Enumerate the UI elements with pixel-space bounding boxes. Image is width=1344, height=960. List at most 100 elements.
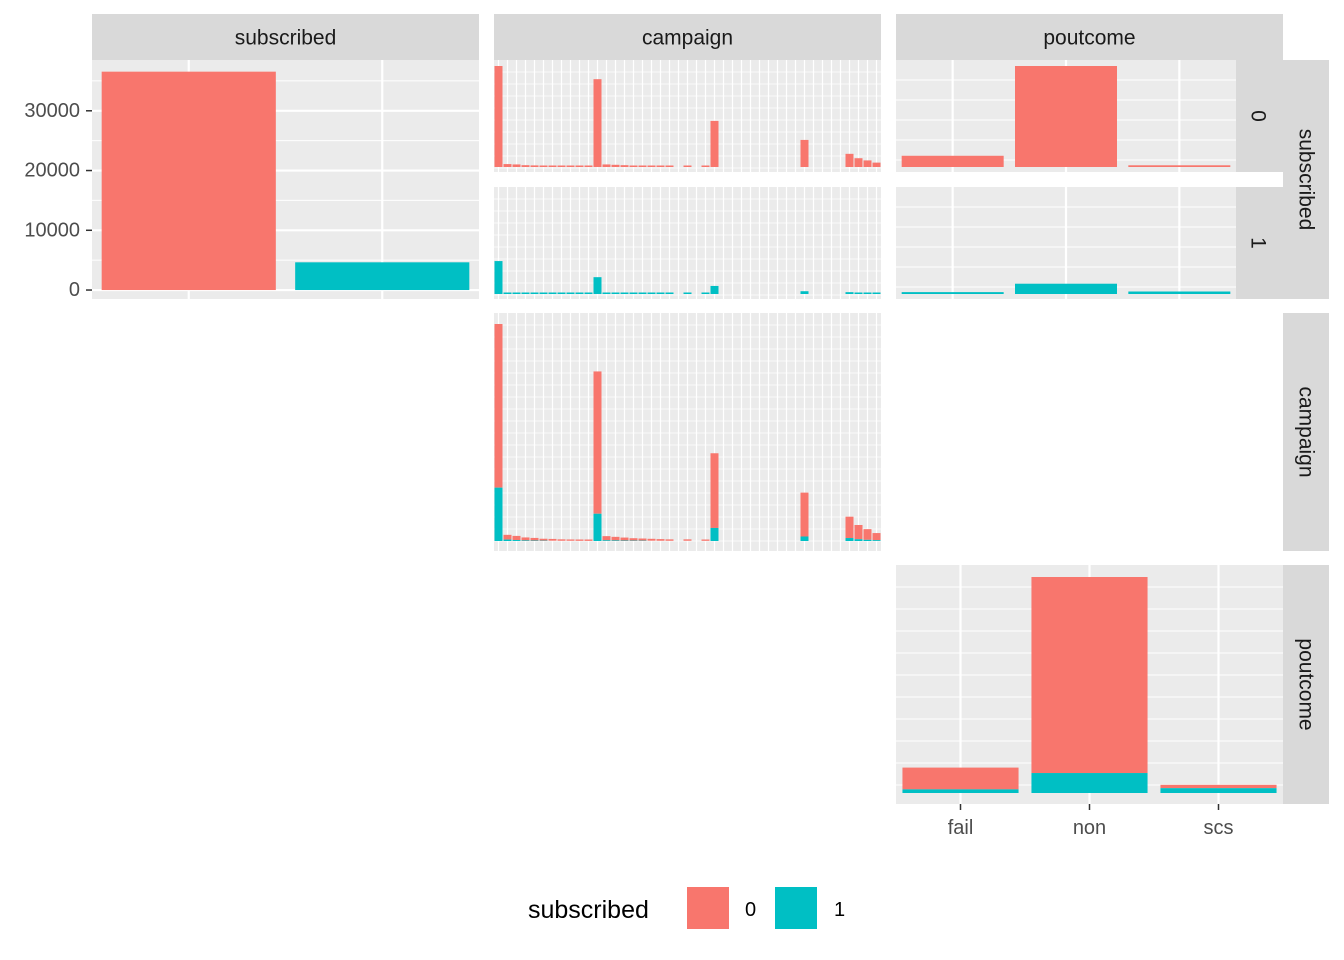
strip-label-campaign-col: campaign — [642, 27, 733, 50]
bar-campaign-sub1 — [656, 292, 665, 294]
facet-label-1: 1 — [1247, 237, 1270, 249]
bar-campaign-sub1 — [557, 292, 566, 294]
bar-poutcome-stack-0 — [1031, 577, 1148, 774]
bar-campaign-sub1 — [530, 292, 539, 294]
bar-campaign-stack-0 — [602, 536, 611, 541]
legend-key-1 — [775, 887, 817, 929]
bar-campaign-sub0 — [548, 165, 557, 167]
campaign-stacked-bars — [494, 324, 881, 541]
bar-campaign-stack-0 — [575, 539, 584, 541]
bar-poutcome-stack-0 — [1160, 784, 1277, 789]
legend-label-0: 0 — [745, 899, 756, 921]
bar-campaign-stack-0 — [845, 516, 854, 539]
bar-campaign-stack-0 — [701, 539, 710, 541]
bar-campaign-stack-0 — [638, 538, 647, 541]
bar-campaign-stack-0 — [620, 537, 629, 541]
bar-campaign-sub0 — [647, 165, 656, 167]
legend-key-0 — [687, 887, 729, 929]
bar-campaign-stack-0 — [665, 539, 674, 541]
subscribed-bars — [101, 71, 470, 291]
bar-campaign-stack-0 — [512, 535, 521, 541]
facet-label-0: 0 — [1247, 110, 1270, 122]
strip-subscribed-row — [1283, 60, 1329, 299]
bar-campaign-stack-0 — [557, 539, 566, 541]
legend-title: subscribed — [528, 896, 649, 924]
bar-campaign-sub1 — [683, 292, 692, 294]
bar-subscribed-1 — [295, 262, 470, 291]
bar-campaign-stack-0 — [539, 538, 548, 541]
bar-campaign-stack-0 — [647, 538, 656, 541]
bar-campaign-stack-1 — [512, 540, 521, 541]
bar-poutcome-stack-1 — [1031, 773, 1148, 793]
bar-campaign-sub0 — [800, 139, 809, 167]
bar-campaign-sub1 — [503, 292, 512, 294]
bar-poutcome-sub1 — [1015, 283, 1117, 294]
bar-poutcome-sub0 — [1128, 165, 1231, 167]
bar-campaign-stack-1 — [854, 539, 863, 541]
bar-campaign-sub0 — [521, 165, 530, 167]
bar-campaign-stack-1 — [800, 536, 809, 541]
bar-campaign-sub0 — [575, 165, 584, 167]
bar-campaign-stack-0 — [503, 534, 512, 540]
bar-campaign-stack-1 — [593, 513, 602, 541]
strip-poutcome-col — [896, 14, 1283, 60]
bar-campaign-sub0 — [539, 165, 548, 167]
bar-poutcome-sub0 — [1015, 66, 1117, 167]
bar-campaign-sub1 — [521, 292, 530, 294]
bar-campaign-stack-0 — [872, 533, 881, 541]
bar-campaign-stack-0 — [800, 492, 809, 537]
bar-campaign-stack-0 — [548, 538, 557, 541]
bar-campaign-stack-1 — [863, 539, 872, 541]
y-axis: 0 10000 20000 30000 — [24, 100, 92, 301]
bar-campaign-sub0 — [710, 120, 719, 167]
column-strips: subscribed campaign poutcome — [92, 14, 1283, 60]
bar-campaign-sub1 — [872, 292, 881, 294]
bar-poutcome-stack-1 — [902, 789, 1019, 793]
bar-campaign-sub1 — [665, 292, 674, 294]
bar-campaign-sub0 — [557, 165, 566, 167]
bar-campaign-sub0 — [530, 165, 539, 167]
bar-campaign-sub0 — [701, 165, 710, 167]
bar-campaign-sub0 — [629, 165, 638, 167]
panel-gridlines — [494, 313, 881, 551]
bar-poutcome-stack-0 — [902, 767, 1019, 790]
x-axis-poutcome: fail non scs — [948, 804, 1234, 839]
bar-campaign-sub0 — [602, 164, 611, 167]
bar-poutcome-stack-1 — [1160, 788, 1277, 793]
x-tick-label: non — [1073, 817, 1106, 839]
bar-poutcome-sub1 — [1128, 291, 1231, 294]
strip-label-subscribed-row: subscribed — [1295, 129, 1318, 231]
panel-subscribed-counts — [92, 60, 479, 299]
legend-label-1: 1 — [834, 899, 845, 921]
bar-campaign-sub1 — [629, 292, 638, 294]
x-tick-label: scs — [1204, 817, 1234, 839]
bar-campaign-sub1 — [701, 292, 710, 294]
bar-campaign-stack-1 — [710, 527, 719, 541]
bar-campaign-stack-0 — [521, 537, 530, 541]
bar-campaign-stack-1 — [521, 540, 530, 541]
bar-campaign-sub0 — [845, 153, 854, 167]
strip-subscribed-col — [92, 14, 479, 60]
bar-campaign-sub1 — [647, 292, 656, 294]
strip-poutcome-row — [1283, 565, 1329, 804]
bar-campaign-sub1 — [854, 292, 863, 294]
panel-poutcome-by-subscribed: 0 1 — [896, 60, 1283, 299]
bar-campaign-sub1 — [710, 285, 719, 294]
bar-campaign-stack-0 — [584, 539, 593, 541]
bar-campaign-stack-1 — [503, 539, 512, 541]
bar-campaign-stack-1 — [872, 540, 881, 541]
poutcome-subscribed-bars — [901, 66, 1231, 294]
strip-campaign-row — [1283, 313, 1329, 551]
bar-campaign-stack-0 — [854, 524, 863, 540]
bar-campaign-stack-0 — [710, 453, 719, 528]
row-strips: subscribed campaign poutcome — [1283, 60, 1329, 804]
bar-subscribed-0 — [101, 71, 276, 291]
bar-campaign-sub0 — [494, 66, 503, 167]
campaign-subscribed-bars — [494, 66, 881, 294]
legend: subscribed 0 1 — [528, 887, 845, 929]
panel-campaign-counts — [494, 313, 881, 551]
strip-label-poutcome-col: poutcome — [1043, 27, 1135, 50]
bar-poutcome-sub0 — [901, 155, 1004, 167]
bar-campaign-sub0 — [872, 162, 881, 167]
bar-campaign-sub1 — [845, 292, 854, 294]
